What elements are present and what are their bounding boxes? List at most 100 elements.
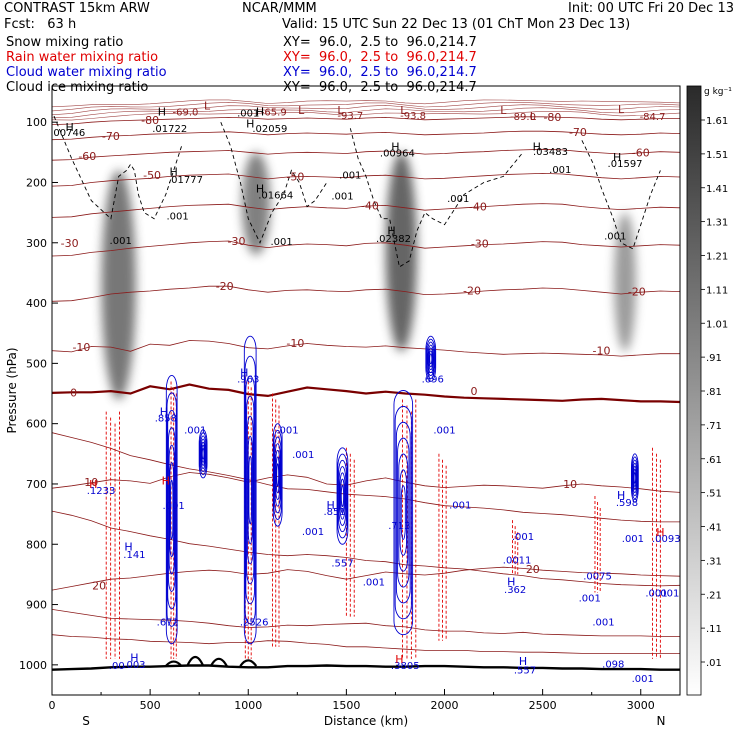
value-label: .001: [622, 534, 644, 545]
low-marker: L: [400, 104, 407, 117]
legend-rain-xy: XY= 96.0, 2.5 to 96.0,214.7: [283, 50, 477, 65]
cloud-water-contour: [246, 395, 255, 585]
isotherm-m40: [52, 203, 680, 218]
isotherm-lower: [52, 634, 680, 654]
cloud-water-contour: [337, 453, 348, 539]
value-label: .1233: [87, 486, 116, 497]
y-tick-label: 200: [26, 176, 47, 189]
model-name: NCAR/MMM: [242, 1, 317, 16]
colorbar-label: .31: [706, 556, 722, 567]
high-marker: H: [613, 151, 621, 164]
value-label: .858: [155, 414, 177, 425]
isotherm-label: -30: [471, 237, 489, 250]
cloud-water-contour: [338, 466, 347, 526]
low-marker: L: [618, 103, 625, 116]
value-label: .713: [388, 521, 410, 532]
cloud-water-contour: [165, 374, 178, 645]
isotherm-0: [52, 383, 680, 404]
cloud-ice-contour: [581, 140, 661, 250]
terrain-bump: [186, 655, 205, 667]
value-label: .00746: [50, 128, 85, 139]
value-label: .001: [339, 171, 361, 182]
isotherm-label: -80: [141, 114, 159, 127]
isotherm-m10: [52, 340, 680, 357]
value-label: -65.9: [261, 107, 287, 118]
value-label: -89.0: [510, 112, 536, 123]
isotherm-label: -70: [569, 126, 587, 139]
isotherm-label: -50: [286, 170, 304, 183]
high-marker: H: [391, 140, 399, 153]
value-label: .001: [110, 236, 132, 247]
y-tick-label: 600: [26, 418, 47, 431]
y-tick-label: 1000: [19, 659, 47, 672]
cloud-water-contour: [244, 355, 256, 625]
high-marker: H: [66, 121, 74, 134]
isotherm-10: [52, 472, 680, 493]
x-tick-label: 2500: [529, 699, 557, 712]
value-label: .001: [645, 588, 667, 599]
value-label: .001: [270, 237, 292, 248]
value-label: .001: [549, 165, 571, 176]
cloud-water-contour: [168, 444, 175, 575]
isotherm-upper: [52, 101, 680, 112]
cloud-water-contour: [201, 448, 205, 460]
legend-rain: Rain water mixing ratio: [6, 50, 159, 65]
low-marker: L: [204, 99, 211, 112]
y-tick-label: 900: [26, 599, 47, 612]
cloud-water-contour: [336, 447, 349, 545]
colorbar-label: .91: [706, 353, 722, 364]
south-end-label: S: [82, 714, 90, 728]
cloud-water-contour: [167, 427, 176, 592]
value-label: -93.8: [400, 111, 426, 122]
cloud-water-contour: [166, 392, 177, 627]
value-label: .001: [604, 232, 626, 243]
ground-line: [52, 664, 680, 671]
cloud-water-contour: [429, 353, 433, 365]
value-label: .001: [363, 578, 385, 589]
colorbar-label: .41: [706, 523, 722, 534]
y-tick-label: 100: [26, 116, 47, 129]
x-tick-label: 2000: [431, 699, 459, 712]
y-tick-label: 800: [26, 538, 47, 551]
value-label: -84.7: [640, 112, 666, 123]
isotherm-label: 20: [92, 579, 106, 592]
cloud-water-contour: [275, 456, 280, 494]
y-tick-label: 300: [26, 237, 47, 250]
cloud-water-contour: [427, 347, 434, 371]
value-label: .001: [276, 426, 298, 437]
snow-plume: [101, 170, 136, 400]
isotherm-m70: [52, 130, 680, 141]
cloud-water-contour: [426, 341, 435, 377]
cloud-water-contour: [273, 436, 282, 514]
cloud-water-contour: [276, 463, 280, 487]
isotherm-label: -60: [78, 150, 96, 163]
value-label: .01664: [258, 191, 293, 202]
high-marker: H: [656, 526, 664, 539]
value-label: .098: [602, 660, 624, 671]
high-marker: H: [533, 140, 541, 153]
colorbar-gradient: [686, 85, 702, 696]
cloud-water-contour: [200, 438, 206, 469]
high-marker: H: [162, 474, 170, 487]
colorbar-label: .71: [706, 421, 722, 432]
high-marker: H: [89, 478, 97, 491]
value-label: .001: [166, 212, 188, 223]
value-label: .0075: [583, 572, 612, 583]
high-marker: H: [387, 225, 395, 238]
value-label: -93.7: [337, 111, 363, 122]
high-marker: H: [507, 576, 515, 589]
colorbar-label: .21: [706, 590, 722, 601]
isotherm-upper: [52, 99, 680, 108]
isotherm-label: -70: [102, 130, 120, 143]
terrain-bump: [164, 660, 183, 667]
isotherm-label: -80: [543, 111, 561, 124]
high-marker: H: [124, 541, 132, 554]
colorbar-label: 1.31: [706, 218, 728, 229]
value-label: .963: [237, 374, 259, 385]
low-marker: L: [530, 110, 537, 123]
isotherm-label: -10: [286, 337, 304, 350]
cloud-water-contour: [273, 429, 282, 520]
isotherm-label: -20: [216, 280, 234, 293]
value-label: .001: [237, 109, 259, 120]
plot-background: [52, 86, 680, 695]
